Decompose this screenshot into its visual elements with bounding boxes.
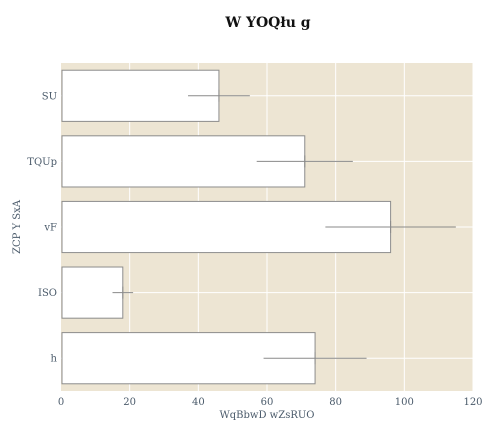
x-tick-label: 0 [58,397,64,408]
x-tick-label: 100 [395,397,414,408]
x-tick-label: 60 [261,397,274,408]
y-tick-label: SU [42,91,57,102]
y-tick-label: vF [43,223,57,234]
x-axis-title: WqBbwD wZsRUO [220,410,315,421]
x-tick-label: 40 [192,397,205,408]
x-tick-labels: 0 20 40 60 80 100 120 [58,397,483,408]
y-tick-label: ISO [38,288,57,299]
y-tick-labels: SU TQUp vF ISO h [27,91,57,364]
chart-title: W YOQłu g [224,15,310,31]
x-tick-label: 20 [123,397,136,408]
x-tick-label: 120 [463,397,482,408]
y-axis-title: ZCP Y SxA [12,199,23,254]
y-tick-label: TQUp [27,157,57,168]
x-tick-label: 80 [329,397,342,408]
y-tick-label: h [51,354,58,365]
error-bars [112,89,456,365]
